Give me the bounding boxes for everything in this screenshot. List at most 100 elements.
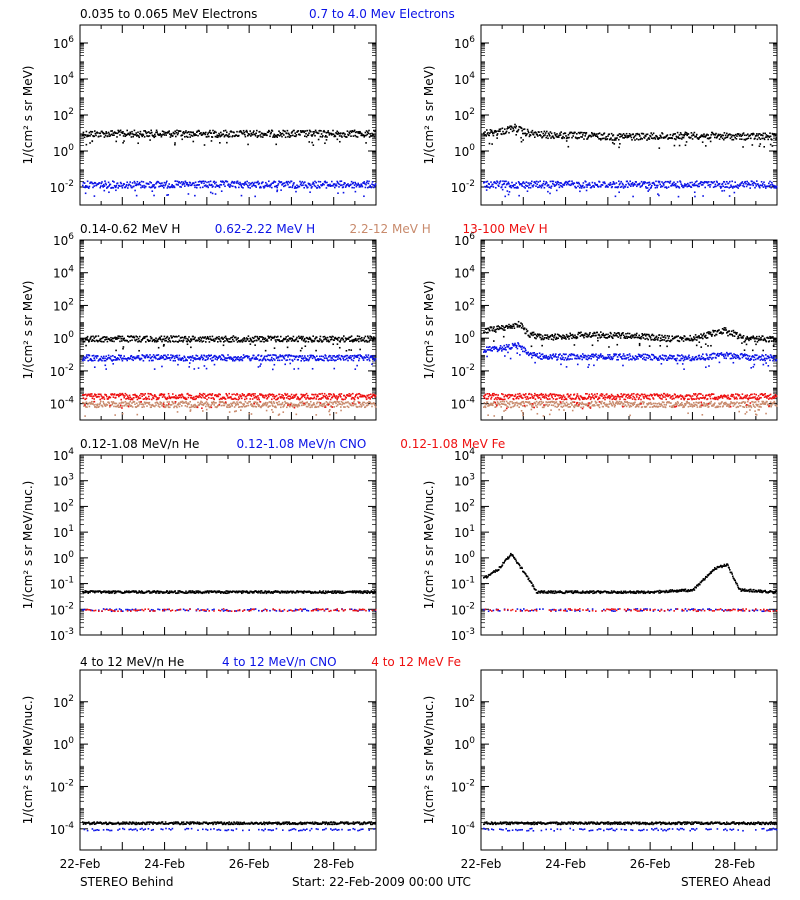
data-point xyxy=(185,400,187,403)
data-point xyxy=(139,132,141,135)
data-point xyxy=(337,339,339,341)
data-point xyxy=(312,354,314,357)
data-point xyxy=(693,191,696,194)
data-point xyxy=(277,335,279,338)
data-point xyxy=(125,185,127,188)
data-point xyxy=(517,324,519,327)
data-point xyxy=(144,130,146,132)
data-point xyxy=(638,183,640,186)
data-point xyxy=(309,398,311,400)
data-point xyxy=(187,338,189,340)
data-point xyxy=(151,185,154,188)
data-point xyxy=(708,181,710,183)
data-point xyxy=(283,405,285,407)
data-point xyxy=(730,134,732,136)
data-point xyxy=(136,357,138,359)
data-point xyxy=(127,341,130,343)
data-point xyxy=(338,354,340,357)
data-point xyxy=(294,185,296,188)
data-point xyxy=(167,131,170,134)
data-point xyxy=(151,398,153,401)
data-point xyxy=(328,393,330,395)
data-point xyxy=(200,339,202,341)
data-point xyxy=(657,184,659,187)
data-point xyxy=(359,130,361,133)
data-point xyxy=(484,131,486,133)
data-point xyxy=(336,130,338,133)
data-point xyxy=(303,402,305,405)
data-point xyxy=(136,180,139,183)
data-point xyxy=(100,182,103,185)
data-point xyxy=(280,134,282,136)
data-point xyxy=(309,191,311,193)
data-point xyxy=(486,331,488,334)
data-point xyxy=(193,358,196,360)
data-point xyxy=(179,394,182,397)
data-point xyxy=(297,367,300,370)
data-point xyxy=(521,129,523,132)
data-point xyxy=(90,358,92,361)
data-point xyxy=(678,186,680,188)
data-point xyxy=(112,396,115,398)
data-point xyxy=(205,131,207,134)
data-point xyxy=(199,402,202,404)
data-point xyxy=(687,133,690,135)
data-point xyxy=(541,185,544,187)
data-point xyxy=(307,394,309,397)
data-point xyxy=(179,185,181,188)
data-point xyxy=(107,135,109,137)
data-point xyxy=(681,184,684,187)
data-point xyxy=(518,194,520,197)
data-point xyxy=(601,184,604,186)
data-point xyxy=(106,336,108,338)
data-point xyxy=(507,182,509,185)
data-point xyxy=(122,135,125,137)
data-point xyxy=(148,403,150,405)
data-point xyxy=(113,405,115,408)
data-point xyxy=(151,131,153,134)
data-point xyxy=(585,189,588,192)
data-point xyxy=(152,354,155,356)
data-point xyxy=(186,359,188,362)
data-point xyxy=(518,326,520,328)
data-point xyxy=(617,186,619,188)
data-point xyxy=(122,338,124,340)
data-point xyxy=(507,326,510,328)
data-point xyxy=(271,402,273,405)
data-point xyxy=(85,134,87,136)
data-point xyxy=(119,185,121,188)
y-tick-label: 100 xyxy=(53,143,74,159)
data-point xyxy=(718,182,721,185)
data-point xyxy=(511,181,513,184)
data-point xyxy=(176,183,178,186)
data-point xyxy=(136,394,138,397)
legend-item-row2-2: 0.62-2.22 MeV H xyxy=(215,222,315,236)
data-point xyxy=(140,340,142,343)
data-point xyxy=(312,335,314,338)
data-point xyxy=(276,190,278,193)
data-point xyxy=(178,394,180,397)
data-point xyxy=(247,393,250,395)
data-point xyxy=(742,146,744,148)
data-point xyxy=(131,406,134,408)
data-point xyxy=(166,401,169,403)
data-point xyxy=(214,130,216,133)
data-point xyxy=(673,183,676,186)
data-point xyxy=(140,357,143,360)
data-point xyxy=(267,185,269,187)
data-point xyxy=(149,139,151,141)
data-point xyxy=(212,400,215,403)
data-point xyxy=(513,126,516,128)
data-point xyxy=(249,400,251,403)
data-point xyxy=(515,182,517,184)
data-point xyxy=(544,134,546,136)
data-point xyxy=(308,338,310,341)
data-point xyxy=(179,130,182,132)
data-point xyxy=(112,363,115,365)
data-point xyxy=(289,404,292,407)
data-point xyxy=(127,357,130,359)
data-point xyxy=(181,405,183,407)
data-point xyxy=(113,359,115,361)
data-point xyxy=(517,129,519,132)
data-point xyxy=(347,359,349,362)
